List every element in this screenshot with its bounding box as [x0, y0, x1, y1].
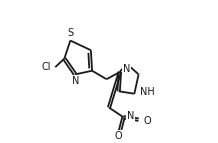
Text: Cl: Cl [41, 62, 51, 72]
Text: S: S [67, 28, 73, 38]
Text: N: N [72, 76, 80, 86]
Text: O: O [115, 131, 123, 141]
Text: NH: NH [140, 88, 155, 98]
Text: O: O [143, 116, 151, 126]
Text: N: N [127, 111, 135, 121]
Text: N: N [123, 64, 130, 74]
